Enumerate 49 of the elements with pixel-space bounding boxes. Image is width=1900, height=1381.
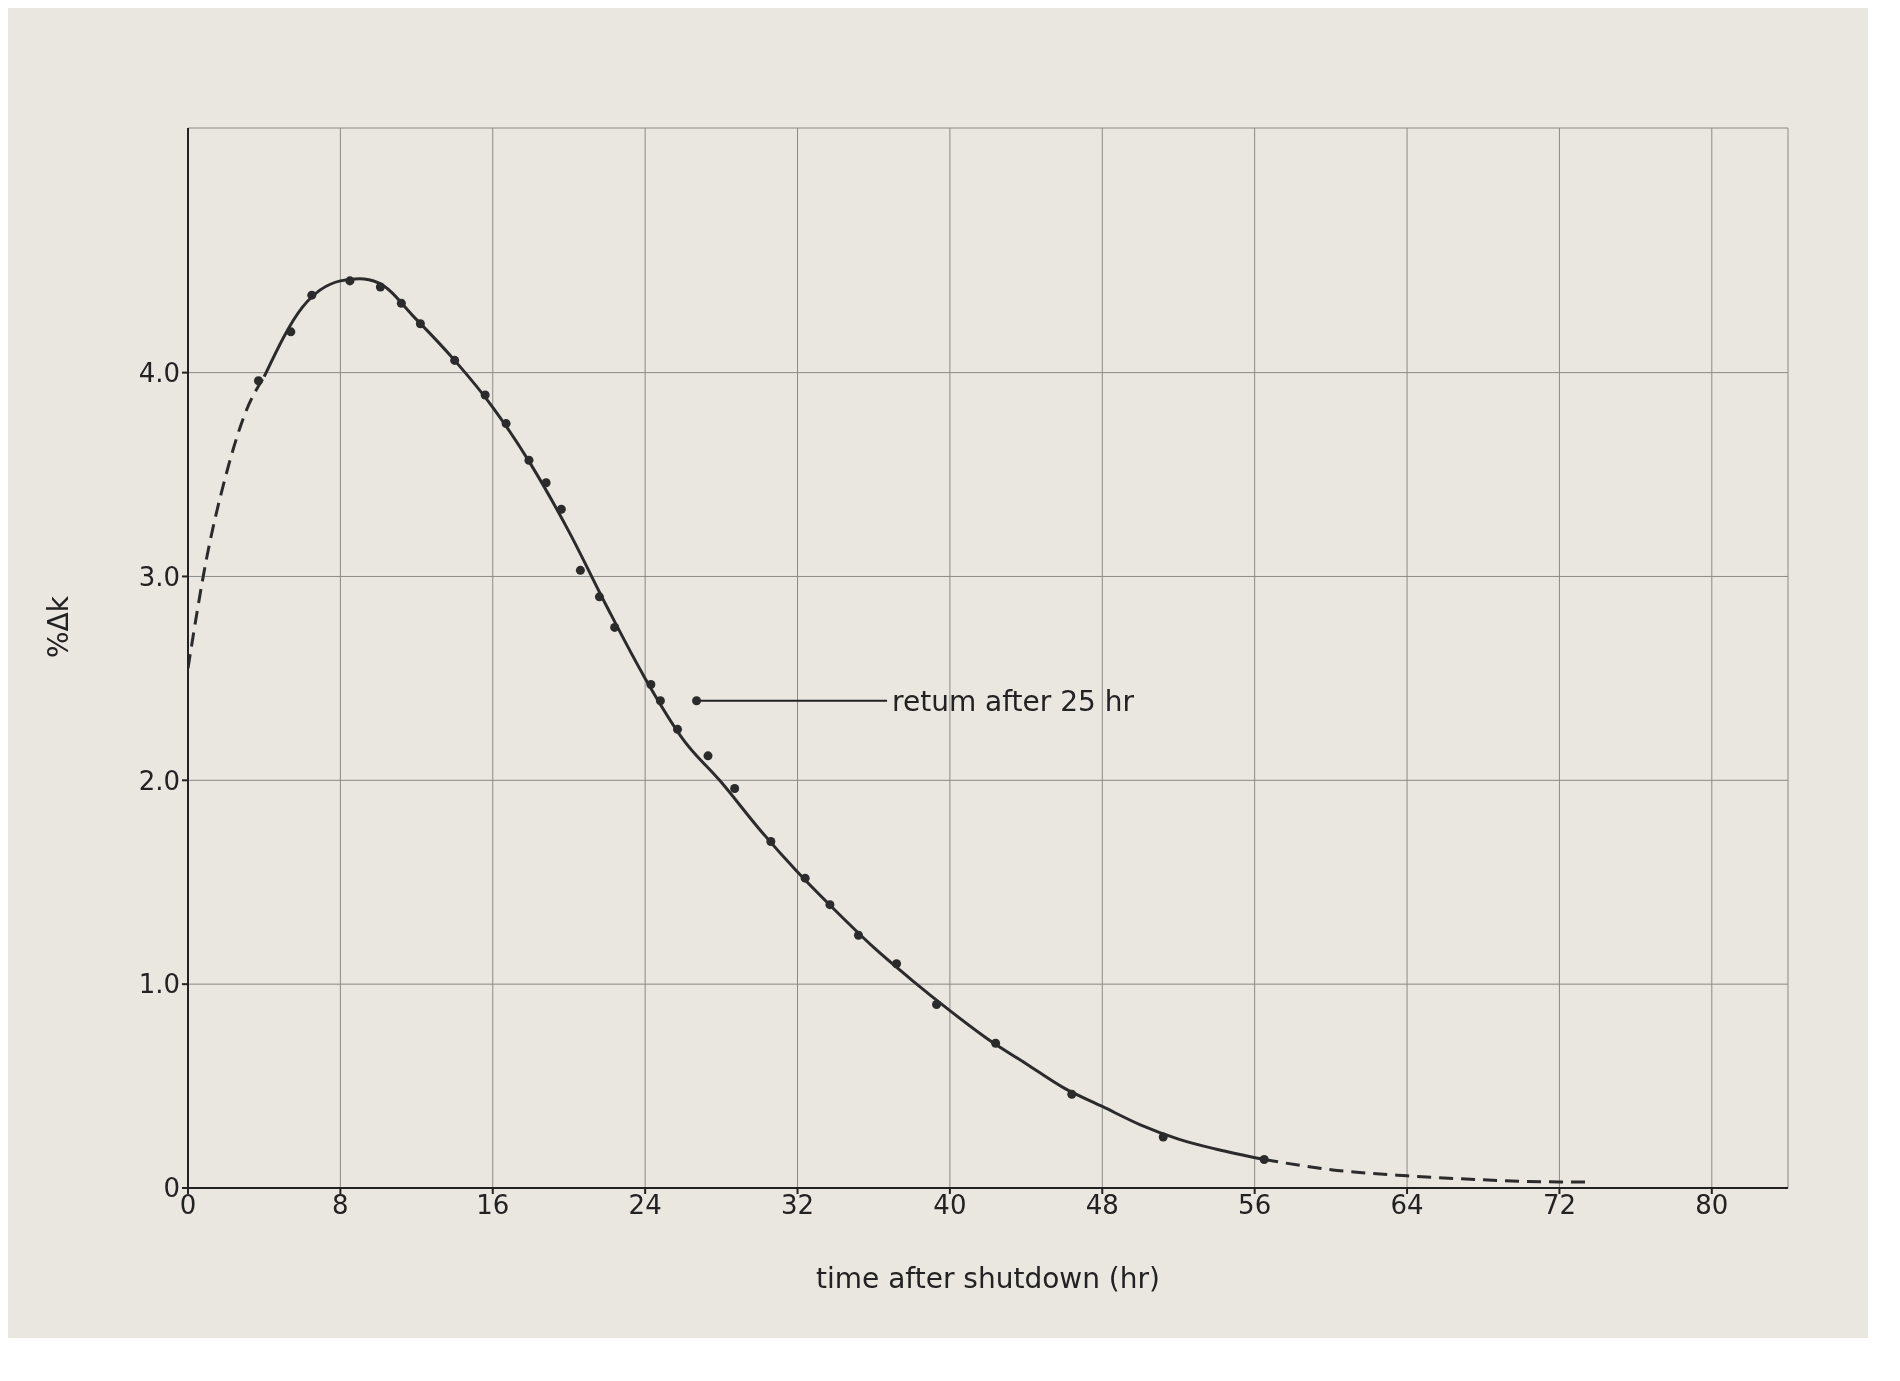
y-tick-label: 3.0	[138, 561, 180, 592]
point	[1158, 1132, 1168, 1142]
x-tick-label: 24	[628, 1190, 662, 1221]
annotation: retum after 25 hr	[892, 684, 1135, 718]
point	[730, 783, 740, 793]
point	[396, 298, 406, 308]
point	[610, 622, 620, 632]
x-tick-label: 72	[1542, 1190, 1576, 1221]
point	[307, 290, 317, 300]
point	[594, 592, 604, 602]
point	[892, 959, 902, 969]
point	[703, 751, 713, 761]
point	[556, 504, 566, 514]
x-tick-label: 56	[1238, 1190, 1272, 1221]
point	[524, 455, 534, 465]
x-tick-label: 80	[1695, 1190, 1729, 1221]
point	[1067, 1089, 1077, 1099]
y-tick-label: 1.0	[138, 969, 180, 1000]
point	[501, 419, 511, 429]
x-tick-label: 64	[1390, 1190, 1424, 1221]
point	[932, 1000, 942, 1010]
point	[825, 900, 835, 910]
point	[646, 679, 656, 690]
point	[415, 319, 425, 329]
point	[800, 873, 810, 883]
x-axis-title: time after shutdown (hr)	[816, 1262, 1160, 1295]
point	[1259, 1154, 1269, 1164]
point	[766, 836, 776, 846]
point	[345, 276, 355, 286]
point	[286, 327, 296, 337]
point	[991, 1038, 1001, 1048]
point	[692, 696, 702, 706]
x-tick-label: 48	[1085, 1190, 1119, 1221]
point	[655, 696, 665, 706]
point	[575, 565, 585, 575]
point	[450, 355, 460, 365]
point	[480, 390, 490, 400]
point	[375, 282, 385, 292]
y-axis-title: %Δk	[41, 595, 75, 658]
y-tick-label: 4.0	[138, 357, 180, 388]
y-tick-label: 2.0	[138, 765, 180, 796]
point	[541, 478, 551, 488]
x-tick-label: 8	[332, 1190, 349, 1221]
x-tick-label: 16	[476, 1190, 510, 1221]
point	[853, 930, 863, 940]
x-tick-label: 32	[780, 1190, 815, 1221]
point	[673, 724, 683, 734]
x-tick-label: 40	[933, 1190, 967, 1221]
point	[253, 376, 263, 386]
